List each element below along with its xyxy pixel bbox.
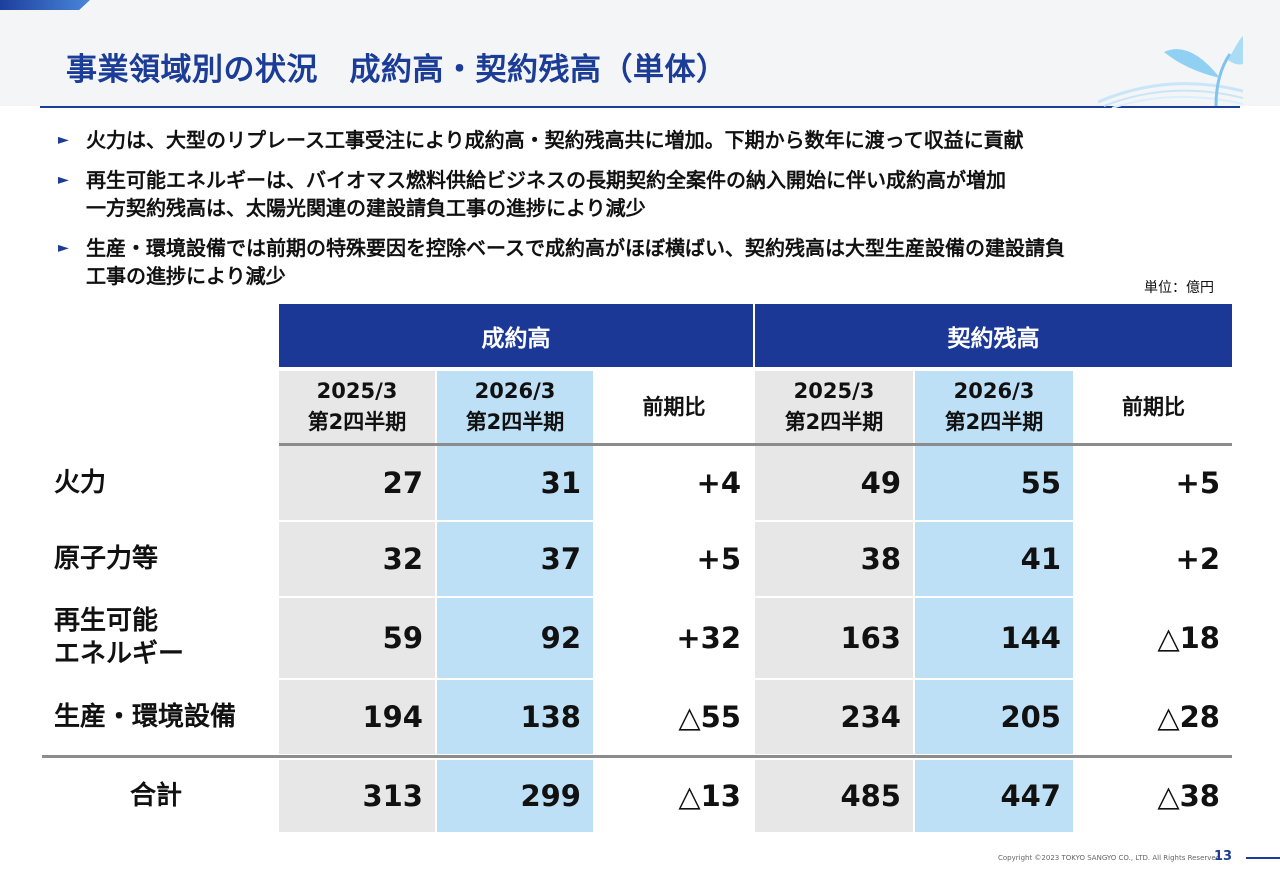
column-header: 前期比 [1122, 394, 1185, 419]
table-cell: 299 [437, 760, 593, 832]
table-cell: 31 [437, 446, 593, 520]
table-cell: 41 [915, 522, 1073, 596]
title-divider [40, 106, 1240, 108]
column-header: 前期比 [642, 394, 706, 419]
table-cell: 234 [755, 680, 913, 754]
copyright-text: Copyright ©2023 TOKYO SANGYO CO., LTD. A… [998, 854, 1221, 862]
section-header-contracts: 成約高 [279, 304, 753, 367]
table-cell: 205 [915, 680, 1073, 754]
row-label: 原子力等 [54, 543, 159, 574]
table-cell: 144 [915, 598, 1073, 678]
row-label: 再生可能 エネルギー [54, 606, 185, 669]
table-cell: 37 [437, 522, 593, 596]
table-cell: +5 [696, 542, 741, 576]
accent-stripe [0, 0, 90, 10]
bullet-text: 火力は、大型のリプレース工事受注により成約高・契約残高共に増加。下期から数年に渡… [86, 128, 1024, 152]
table-cell: 59 [279, 598, 435, 678]
table-cell: +4 [696, 466, 741, 500]
total-label: 合計 [130, 780, 183, 811]
table-cell: 92 [437, 598, 593, 678]
table-cell: △28 [1157, 700, 1220, 734]
unit-label: 単位：億円 [1144, 280, 1214, 296]
bullet-list: ► 火力は、大型のリプレース工事受注により成約高・契約残高共に増加。下期から数年… [58, 126, 1238, 302]
bullet-item: ► 再生可能エネルギーは、バイオマス燃料供給ビジネスの長期契約全案件の納入開始に… [58, 166, 1238, 222]
table-cell: 447 [915, 760, 1073, 832]
bullet-item: ► 生産・環境設備では前期の特殊要因を控除ベースで成約高がほぼ横ばい、契約残高は… [58, 234, 1238, 290]
table-cell: 485 [755, 760, 913, 832]
header-rule [279, 443, 1232, 446]
triangle-bullet-icon: ► [58, 132, 69, 148]
table-cell: 313 [279, 760, 435, 832]
total-rule [42, 755, 1232, 758]
table-cell: △55 [678, 700, 741, 734]
column-header: 2026/3 第2四半期 [915, 371, 1073, 443]
bullet-text: 再生可能エネルギーは、バイオマス燃料供給ビジネスの長期契約全案件の納入開始に伴い… [86, 168, 1006, 220]
table-cell: +32 [676, 621, 741, 655]
row-label: 火力 [54, 467, 107, 498]
table-cell: 49 [755, 446, 913, 520]
header-band [0, 0, 1280, 106]
bullet-item: ► 火力は、大型のリプレース工事受注により成約高・契約残高共に増加。下期から数年… [58, 126, 1238, 154]
table-cell: 38 [755, 522, 913, 596]
table-cell: 194 [279, 680, 435, 754]
table-cell: +5 [1175, 466, 1220, 500]
column-header: 2025/3 第2四半期 [755, 371, 913, 443]
page-title: 事業領域別の状況 成約高・契約残高（単体） [66, 52, 728, 88]
triangle-bullet-icon: ► [58, 172, 69, 188]
table-cell: △13 [678, 779, 741, 813]
column-header: 2026/3 第2四半期 [437, 371, 593, 443]
section-header-backlog: 契約残高 [755, 304, 1232, 367]
table-cell: △38 [1157, 779, 1220, 813]
table-cell: 27 [279, 446, 435, 520]
table-cell: 163 [755, 598, 913, 678]
triangle-bullet-icon: ► [58, 240, 69, 256]
column-header: 2025/3 第2四半期 [279, 371, 435, 443]
table-cell: 32 [279, 522, 435, 596]
page-number: 13 [1214, 849, 1233, 864]
row-label: 生産・環境設備 [54, 701, 237, 732]
table-cell: 55 [915, 446, 1073, 520]
page-number-rule [1246, 857, 1280, 859]
table-cell: △18 [1157, 621, 1220, 655]
table-cell: 138 [437, 680, 593, 754]
bullet-text: 生産・環境設備では前期の特殊要因を控除ベースで成約高がほぼ横ばい、契約残高は大型… [86, 236, 1065, 288]
leaf-logo-icon [1098, 36, 1243, 108]
table-cell: +2 [1175, 542, 1220, 576]
